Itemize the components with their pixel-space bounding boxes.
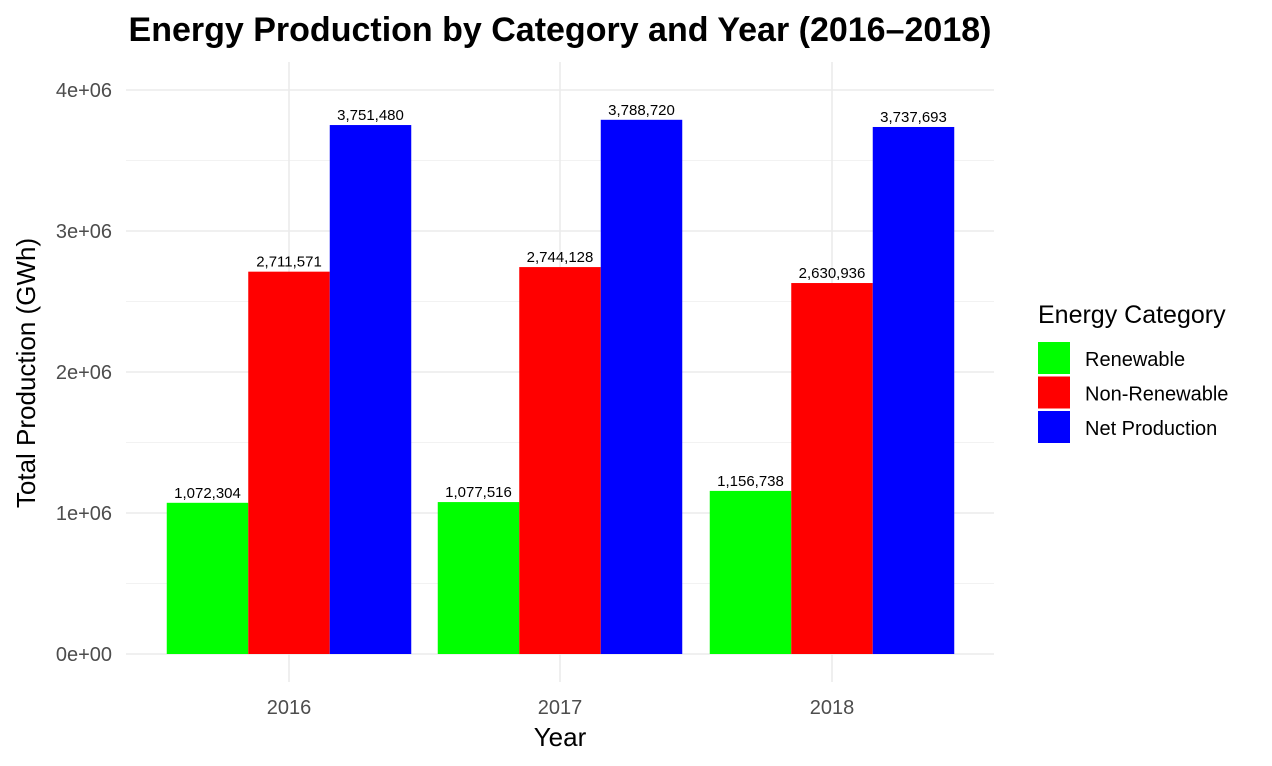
legend-item-net-production: Net Production	[1038, 411, 1217, 443]
legend-key	[1038, 342, 1070, 374]
bar-renewable-2017	[437, 502, 520, 654]
data-label: 3,788,720	[608, 102, 675, 119]
chart-title: Energy Production by Category and Year (…	[129, 11, 992, 49]
x-axis-title: Year	[534, 722, 587, 752]
data-label: 1,072,304	[174, 485, 241, 502]
legend: Energy Category Renewable Non-Renewable Ne…	[1038, 301, 1228, 443]
data-label: 3,751,480	[337, 107, 404, 124]
x-axis-ticks: 2016 2017 2018	[267, 697, 855, 719]
y-tick-label: 2e+06	[56, 362, 112, 384]
data-label: 2,630,936	[799, 265, 866, 282]
x-tick-label: 2017	[538, 697, 583, 719]
bar-net-production-2016	[329, 125, 412, 654]
bar-non-renewable-2018	[791, 283, 873, 654]
legend-label: Net Production	[1085, 418, 1217, 440]
bar-net-production-2017	[600, 119, 683, 655]
data-label: 1,156,738	[717, 473, 784, 490]
y-tick-label: 1e+06	[56, 503, 112, 525]
y-axis-ticks: 0e+00 1e+06 2e+06 3e+06 4e+06	[56, 80, 112, 666]
legend-item-non-renewable: Non-Renewable	[1038, 376, 1228, 409]
data-label: 3,737,693	[880, 109, 947, 126]
bar-renewable-2016	[166, 502, 249, 654]
bars	[166, 119, 955, 655]
legend-item-renewable: Renewable	[1038, 342, 1185, 374]
y-tick-label: 3e+06	[56, 221, 112, 243]
data-labels: 1,072,304 2,711,571 3,751,480 1,077,516 2,74…	[174, 102, 947, 502]
legend-title: Energy Category	[1038, 301, 1226, 329]
data-label: 1,077,516	[445, 484, 512, 501]
x-tick-label: 2016	[267, 697, 312, 719]
bar-renewable-2018	[709, 490, 792, 654]
bar-non-renewable-2016	[248, 271, 330, 654]
legend-label: Renewable	[1085, 349, 1185, 371]
y-tick-label: 0e+00	[56, 644, 112, 666]
bar-non-renewable-2017	[519, 267, 601, 654]
y-tick-label: 4e+06	[56, 80, 112, 102]
legend-key	[1038, 411, 1070, 443]
data-label: 2,711,571	[256, 254, 322, 271]
y-axis-title: Total Production (GWh)	[11, 238, 41, 508]
legend-key	[1038, 376, 1070, 409]
bar-net-production-2018	[872, 126, 955, 654]
data-label: 2,744,128	[527, 249, 594, 266]
legend-label: Non-Renewable	[1085, 384, 1228, 406]
x-tick-label: 2018	[810, 697, 855, 719]
legend-items: Renewable Non-Renewable Net Production	[1038, 342, 1228, 443]
